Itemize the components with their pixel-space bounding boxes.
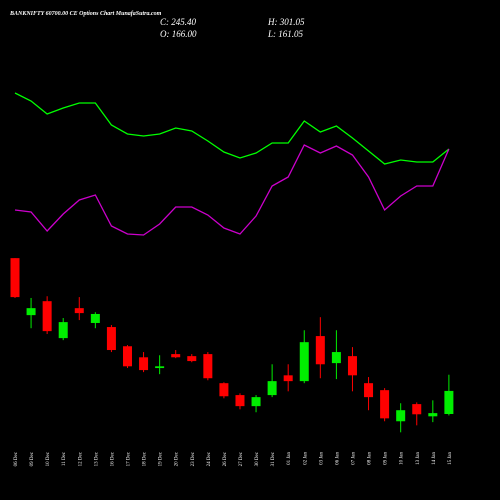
x-tick-label: 10 Jan [400,452,405,465]
candle-body [347,356,357,376]
candle-body [171,354,181,358]
indicator-line [14,144,450,236]
candle-body [90,313,100,323]
x-tick-label: 10 Dec [46,451,51,466]
candle-body [155,366,165,369]
x-tick-label: 24 Dec [207,451,212,466]
candle-body [187,356,197,362]
x-tick-label: 08 Jan [368,452,373,465]
x-tick-label: 17 Dec [126,451,131,466]
candle-body [42,301,52,332]
x-tick-label: 03 Jan [319,452,324,465]
candle-body [219,383,229,397]
x-tick-label: 06 Dec [14,451,19,466]
candle-body [283,375,293,382]
x-tick-label: 30 Dec [255,451,260,466]
chart-title: BANKNIFTY 60700.00 CE Options Chart Muna… [9,11,162,17]
candle-body [412,404,422,415]
candle-body [331,352,341,364]
x-tick-label: 16 Dec [110,451,115,466]
candle-body [106,327,116,351]
candle-body [122,346,132,367]
x-tick-label: 15 Jan [448,452,453,465]
x-tick-label: 09 Jan [384,452,389,465]
x-tick-label: 12 Dec [78,451,83,466]
x-tick-label: 09 Dec [30,451,35,466]
candle-body [380,390,390,419]
candle-body [10,258,20,298]
candle-body [58,322,68,339]
candle-body [74,308,84,314]
candle-body [315,336,325,365]
x-tick-label: 23 Dec [191,451,196,466]
x-tick-label: 06 Jan [335,452,340,465]
x-tick-label: 27 Dec [239,451,244,466]
x-tick-label: 19 Dec [159,451,164,466]
x-tick-label: 26 Dec [223,451,228,466]
ohlc-info: L: 161.05 [267,29,304,39]
indicator-line [14,92,450,165]
x-tick-label: 13 Dec [94,451,99,466]
ohlc-info: C: 245.40 [160,17,197,27]
x-tick-label: 20 Dec [175,451,180,466]
x-tick-label: 01 Jan [287,452,292,465]
x-tick-label: 18 Dec [143,451,148,466]
x-tick-label: 14 Jan [432,452,437,465]
x-tick-label: 11 Dec [62,451,67,466]
x-tick-label: 02 Jan [303,452,308,465]
candle-body [251,397,261,407]
candle-body [428,413,438,417]
x-tick-label: 31 Dec [271,451,276,466]
candle-body [396,410,406,422]
x-tick-label: 13 Jan [416,452,421,465]
candle-body [267,381,277,396]
candle-body [299,342,309,382]
x-tick-label: 07 Jan [351,452,356,465]
candle-body [139,357,149,371]
candle-body [364,383,374,398]
ohlc-info: O: 166.00 [160,29,197,39]
candle-body [235,395,245,407]
ohlc-info: H: 301.05 [267,17,305,27]
candle-body [203,354,213,379]
candle-body [26,308,36,316]
candle-body [444,390,454,414]
